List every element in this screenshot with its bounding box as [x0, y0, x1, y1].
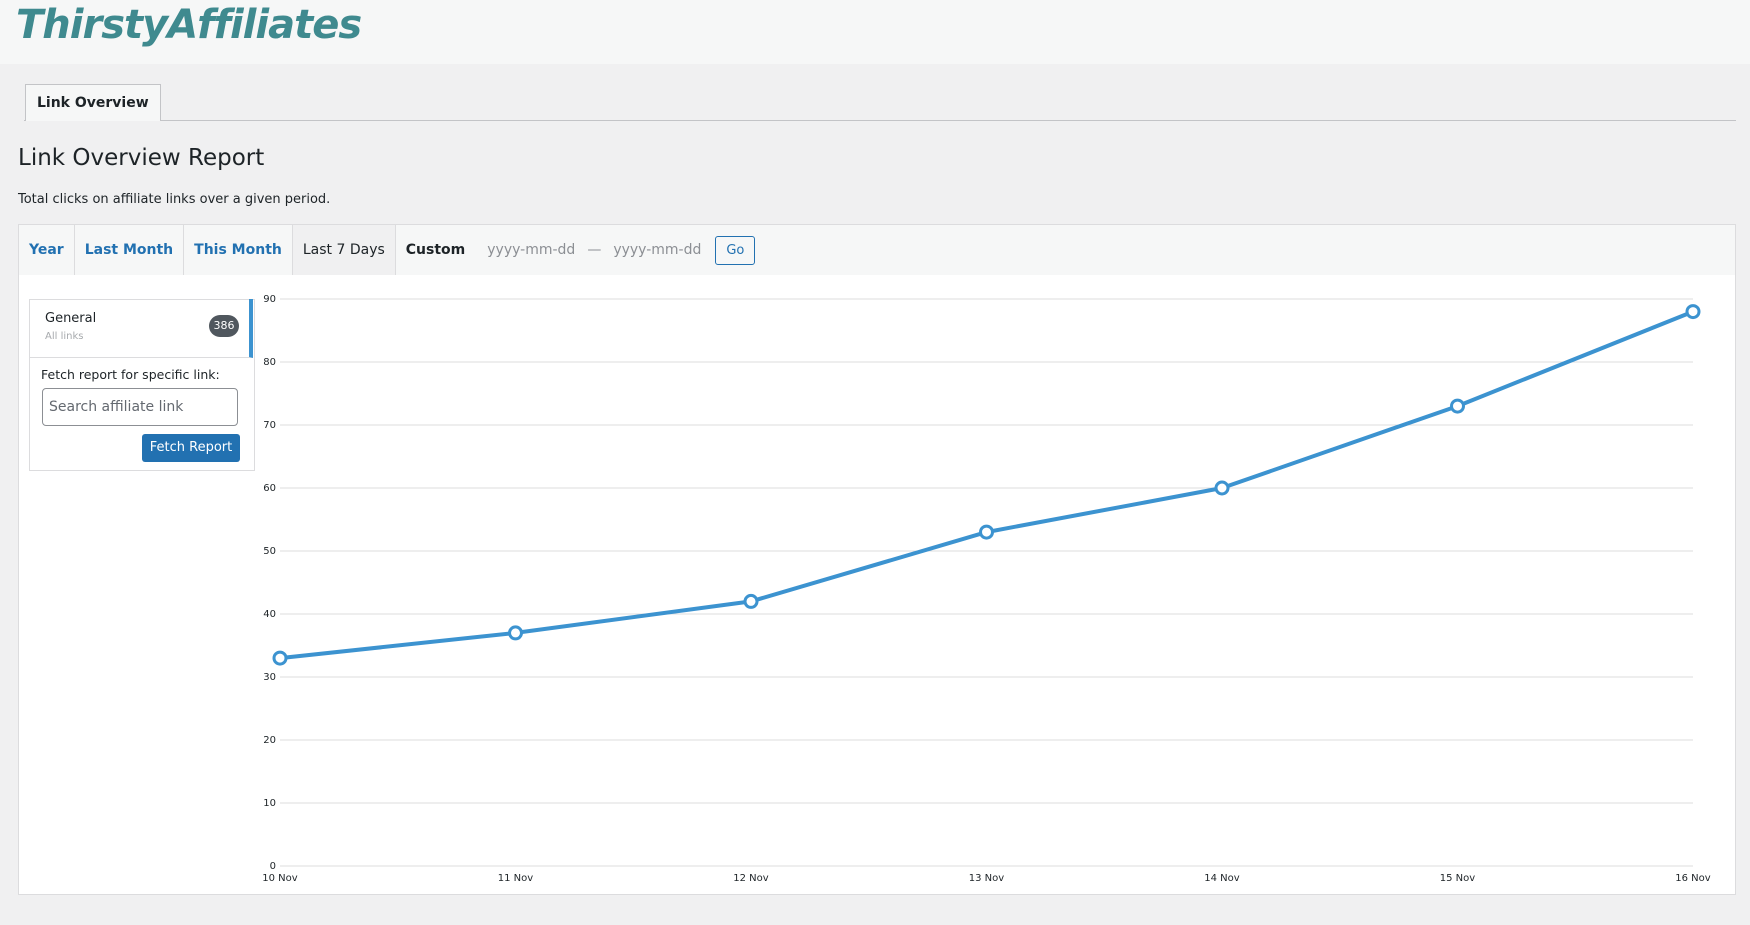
search-input[interactable]: Search affiliate link [42, 388, 238, 426]
go-button[interactable]: Go [715, 235, 756, 265]
y-tick-label: 40 [263, 609, 276, 620]
y-tick-label: 10 [263, 798, 276, 809]
data-point [979, 524, 994, 540]
report-description: Total clicks on affiliate links over a g… [18, 192, 331, 207]
report-title: Link Overview Report [18, 145, 265, 171]
y-tick-label: 90 [263, 294, 276, 305]
x-tick-label: 11 Nov [498, 873, 534, 884]
y-tick-label: 20 [263, 735, 276, 746]
start-date-input[interactable]: yyyy-mm-dd [487, 242, 576, 258]
x-tick-label: 13 Nov [969, 873, 1005, 884]
general-sublabel: All links [45, 331, 84, 342]
y-tick-label: 0 [270, 861, 276, 872]
x-tick-label: 14 Nov [1204, 873, 1240, 884]
data-point [1685, 304, 1701, 320]
logo[interactable]: ThirstyAffiliates [16, 2, 362, 48]
data-point [1450, 398, 1465, 414]
y-tick-label: 30 [263, 672, 276, 683]
header [0, 0, 1750, 64]
custom-label: Custom [405, 242, 466, 258]
x-tick-label: 15 Nov [1440, 873, 1476, 884]
data-point [743, 593, 759, 609]
data-point [272, 650, 288, 666]
x-tick-label: 12 Nov [733, 873, 769, 884]
fetch-button[interactable]: Fetch Report [142, 434, 240, 462]
count-badge: 386 [209, 315, 239, 337]
chart: 0 10 20 30 40 50 60 70 80 90 10 Nov 11 Nov 12 Nov 13 … [262, 294, 1711, 884]
x-tick-label: 16 Nov [1675, 873, 1711, 884]
range-tab[interactable]: Last 7 Days [292, 225, 396, 275]
y-tick-label: 50 [263, 546, 276, 557]
end-date-input[interactable]: yyyy-mm-dd [613, 242, 702, 258]
data-point [1214, 480, 1230, 496]
range-tab[interactable]: This Month [184, 225, 293, 275]
fetch-label: Fetch report for specific link: [41, 367, 220, 382]
range-tab[interactable]: Last Month [75, 225, 185, 275]
y-tick-label: 70 [263, 420, 276, 431]
general-label: General [45, 311, 97, 326]
y-tick-label: 60 [263, 483, 276, 494]
tab[interactable]: Link Overview [25, 84, 161, 121]
range-tab[interactable]: Year [19, 225, 75, 275]
general-item[interactable] [29, 299, 253, 358]
tab-line [24, 120, 1736, 121]
date-separator: — [587, 242, 602, 258]
range-bar: Year Last Month This Month Last 7 Days C… [18, 224, 1736, 276]
x-tick-label: 10 Nov [262, 873, 298, 884]
report-panel [18, 275, 1736, 895]
series-line [279, 309, 1694, 661]
data-point [508, 625, 523, 641]
y-tick-label: 80 [263, 357, 276, 368]
